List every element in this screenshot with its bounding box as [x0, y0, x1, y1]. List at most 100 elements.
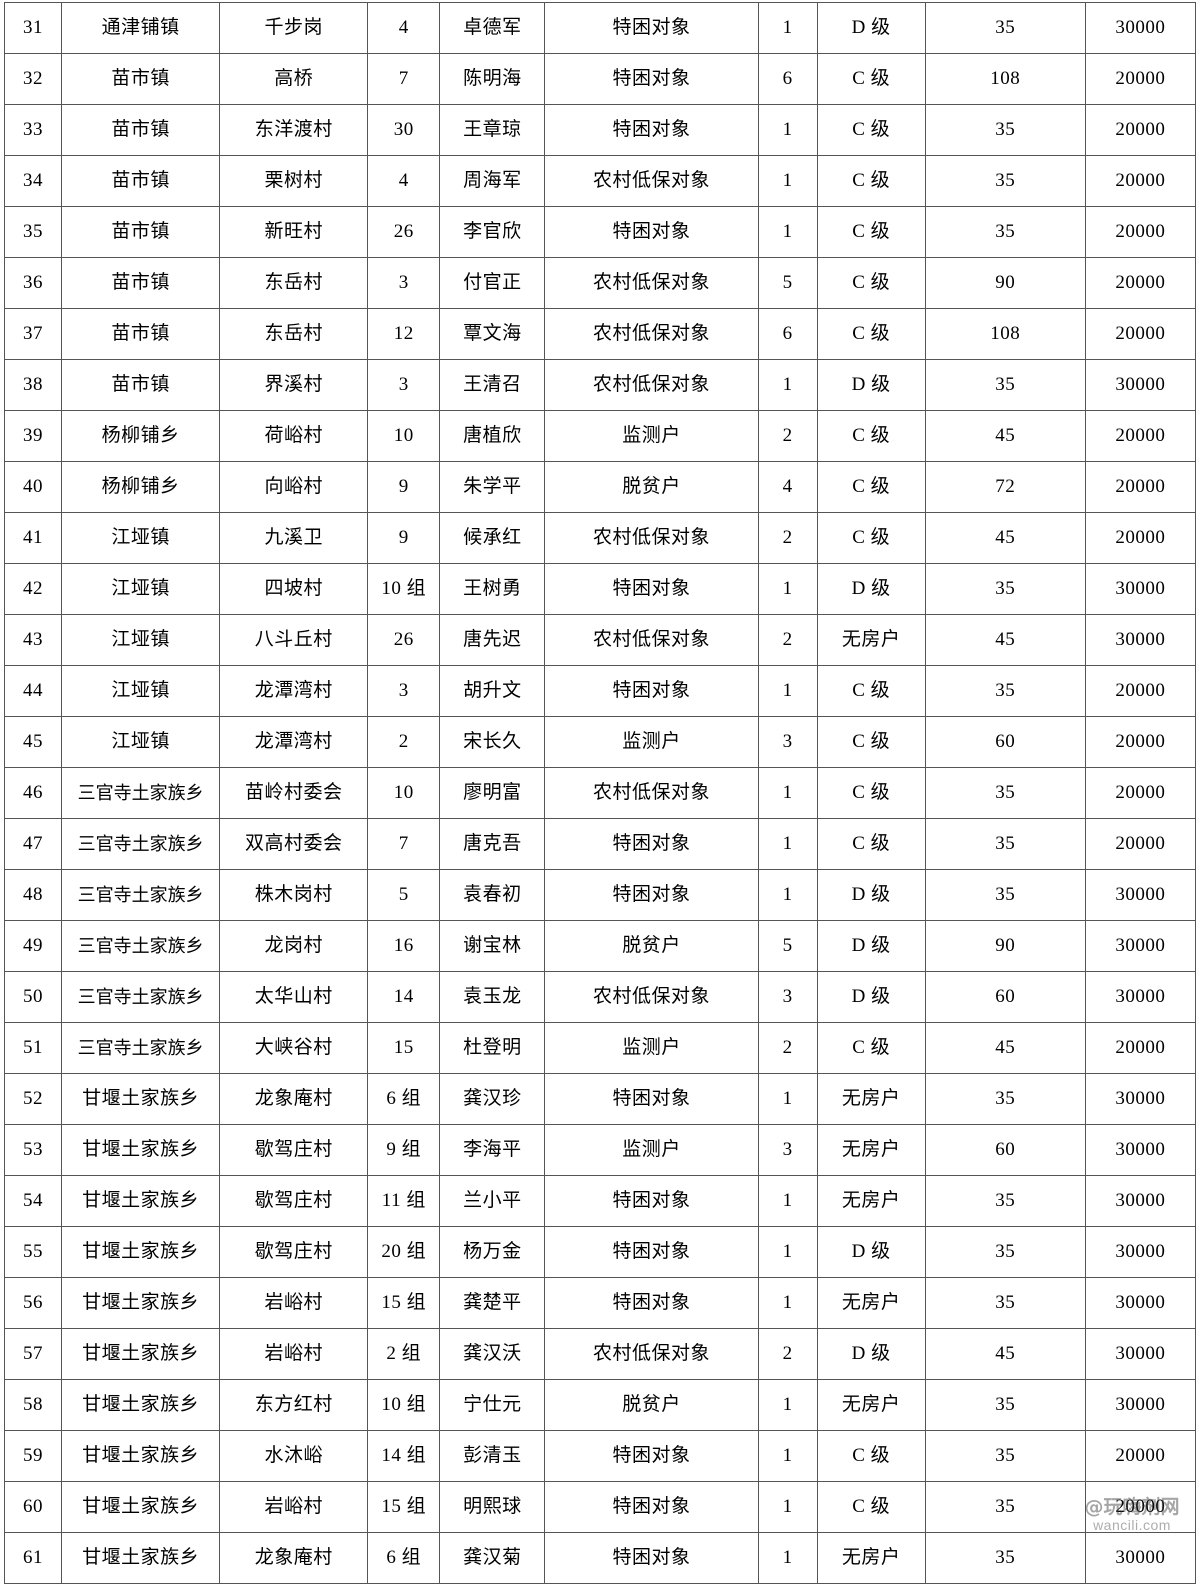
cell-category[interactable]: 特困对象 [544, 563, 759, 615]
cell-name[interactable]: 李官欣 [439, 206, 546, 258]
cell-group[interactable]: 10 组 [367, 1379, 441, 1431]
cell-seq[interactable]: 44 [3, 665, 63, 717]
cell-town[interactable]: 甘堰土家族乡 [61, 1430, 221, 1482]
cell-amount[interactable]: 20000 [1084, 155, 1197, 207]
cell-town[interactable]: 甘堰土家族乡 [61, 1481, 221, 1533]
cell-town[interactable]: 江垭镇 [61, 716, 221, 768]
cell-area[interactable]: 35 [924, 155, 1086, 207]
cell-village[interactable]: 东方红村 [219, 1379, 369, 1431]
cell-amount[interactable]: 20000 [1084, 257, 1197, 309]
cell-group[interactable]: 30 [367, 104, 441, 156]
cell-amount[interactable]: 30000 [1084, 1175, 1197, 1227]
cell-seq[interactable]: 59 [3, 1430, 63, 1482]
cell-area[interactable]: 45 [924, 512, 1086, 564]
cell-persons[interactable]: 1 [757, 1073, 818, 1125]
cell-amount[interactable]: 20000 [1084, 308, 1197, 360]
cell-amount[interactable]: 30000 [1084, 920, 1197, 972]
table-row[interactable]: 53 甘堰土家族乡 歇驾庄村 9 组李海平 监测户 3 无房户 60 30000 [3, 1124, 1197, 1176]
table-row[interactable]: 49 三官寺土家族乡 龙岗村 16 谢宝林 脱贫户 5 D 级 90 30000 [3, 920, 1197, 972]
cell-amount[interactable]: 20000 [1084, 206, 1197, 258]
table-row[interactable]: 47 三官寺土家族乡 双高村委会 7 唐克吾 特困对象 1 C 级 35 20000 [3, 818, 1197, 870]
cell-name[interactable]: 宋长久 [439, 716, 546, 768]
cell-area[interactable]: 45 [924, 614, 1086, 666]
cell-village[interactable]: 龙象庵村 [219, 1073, 369, 1125]
cell-village[interactable]: 八斗丘村 [219, 614, 369, 666]
cell-name[interactable]: 龚汉珍 [439, 1073, 546, 1125]
cell-seq[interactable]: 41 [3, 512, 63, 564]
cell-town[interactable]: 甘堰土家族乡 [61, 1277, 221, 1329]
cell-town[interactable]: 甘堰土家族乡 [61, 1073, 221, 1125]
cell-group[interactable]: 7 [367, 53, 441, 105]
table-row[interactable]: 45 江垭镇 龙潭湾村 2 宋长久 监测户 3 C 级 60 20000 [3, 716, 1197, 768]
cell-area[interactable]: 35 [924, 1379, 1086, 1431]
table-row[interactable]: 56 甘堰土家族乡 岩峪村 15 组龚楚平 特困对象 1 无房户 35 30000 [3, 1277, 1197, 1329]
cell-village[interactable]: 双高村委会 [219, 818, 369, 870]
cell-village[interactable]: 岩峪村 [219, 1328, 369, 1380]
table-row[interactable]: 48 三官寺土家族乡 株木岗村 5 袁春初 特困对象 1 D 级 35 30000 [3, 869, 1197, 921]
cell-level[interactable]: D 级 [816, 869, 926, 921]
cell-area[interactable]: 35 [924, 1277, 1086, 1329]
cell-area[interactable]: 35 [924, 1073, 1086, 1125]
cell-group[interactable]: 3 [367, 257, 441, 309]
cell-level[interactable]: 无房户 [816, 1379, 926, 1431]
table-row[interactable]: 59 甘堰土家族乡 水沐峪 14 组彭清玉 特困对象 1 C 级 35 20000 [3, 1430, 1197, 1482]
cell-area[interactable]: 45 [924, 410, 1086, 462]
cell-village[interactable]: 歇驾庄村 [219, 1124, 369, 1176]
cell-group[interactable]: 12 [367, 308, 441, 360]
cell-persons[interactable]: 3 [757, 971, 818, 1023]
cell-town[interactable]: 甘堰土家族乡 [61, 1379, 221, 1431]
cell-group[interactable]: 7 [367, 818, 441, 870]
cell-seq[interactable]: 36 [3, 257, 63, 309]
cell-seq[interactable]: 31 [3, 2, 63, 54]
cell-seq[interactable]: 58 [3, 1379, 63, 1431]
cell-town[interactable]: 苗市镇 [61, 308, 221, 360]
cell-name[interactable]: 兰小平 [439, 1175, 546, 1227]
cell-village[interactable]: 荷峪村 [219, 410, 369, 462]
table-row[interactable]: 44 江垭镇 龙潭湾村 3 胡升文 特困对象 1 C 级 35 20000 [3, 665, 1197, 717]
cell-village[interactable]: 歇驾庄村 [219, 1226, 369, 1278]
cell-seq[interactable]: 54 [3, 1175, 63, 1227]
cell-category[interactable]: 农村低保对象 [544, 257, 759, 309]
cell-town[interactable]: 甘堰土家族乡 [61, 1175, 221, 1227]
cell-name[interactable]: 杨万金 [439, 1226, 546, 1278]
cell-village[interactable]: 栗树村 [219, 155, 369, 207]
cell-category[interactable]: 特困对象 [544, 1481, 759, 1533]
table-row[interactable]: 55 甘堰土家族乡 歇驾庄村 20 组杨万金 特困对象 1 D 级 35 30000 [3, 1226, 1197, 1278]
cell-persons[interactable]: 6 [757, 53, 818, 105]
cell-level[interactable]: D 级 [816, 2, 926, 54]
cell-town[interactable]: 江垭镇 [61, 512, 221, 564]
cell-category[interactable]: 特困对象 [544, 2, 759, 54]
cell-persons[interactable]: 6 [757, 308, 818, 360]
cell-seq[interactable]: 61 [3, 1532, 63, 1584]
cell-village[interactable]: 九溪卫 [219, 512, 369, 564]
cell-area[interactable]: 90 [924, 257, 1086, 309]
cell-persons[interactable]: 1 [757, 869, 818, 921]
cell-village[interactable]: 株木岗村 [219, 869, 369, 921]
cell-area[interactable]: 35 [924, 563, 1086, 615]
cell-persons[interactable]: 2 [757, 1328, 818, 1380]
cell-group[interactable]: 15 组 [367, 1277, 441, 1329]
cell-area[interactable]: 35 [924, 104, 1086, 156]
table-row[interactable]: 39 杨柳铺乡 荷峪村 10 唐植欣 监测户 2 C 级 45 20000 [3, 410, 1197, 462]
cell-amount[interactable]: 20000 [1084, 665, 1197, 717]
cell-name[interactable]: 彭清玉 [439, 1430, 546, 1482]
cell-group[interactable]: 6 组 [367, 1073, 441, 1125]
cell-category[interactable]: 农村低保对象 [544, 359, 759, 411]
cell-amount[interactable]: 20000 [1084, 410, 1197, 462]
cell-town[interactable]: 甘堰土家族乡 [61, 1226, 221, 1278]
cell-category[interactable]: 特困对象 [544, 1226, 759, 1278]
cell-category[interactable]: 特困对象 [544, 104, 759, 156]
cell-name[interactable]: 覃文海 [439, 308, 546, 360]
cell-level[interactable]: 无房户 [816, 1073, 926, 1125]
cell-persons[interactable]: 3 [757, 716, 818, 768]
cell-persons[interactable]: 1 [757, 206, 818, 258]
cell-town[interactable]: 通津铺镇 [61, 2, 221, 54]
cell-group[interactable]: 10 [367, 410, 441, 462]
cell-village[interactable]: 大峡谷村 [219, 1022, 369, 1074]
cell-name[interactable]: 袁玉龙 [439, 971, 546, 1023]
cell-amount[interactable]: 30000 [1084, 1379, 1197, 1431]
cell-group[interactable]: 3 [367, 359, 441, 411]
table-row[interactable]: 36 苗市镇 东岳村 3 付官正 农村低保对象 5 C 级 90 20000 [3, 257, 1197, 309]
cell-amount[interactable]: 20000 [1084, 1481, 1197, 1533]
cell-name[interactable]: 廖明富 [439, 767, 546, 819]
